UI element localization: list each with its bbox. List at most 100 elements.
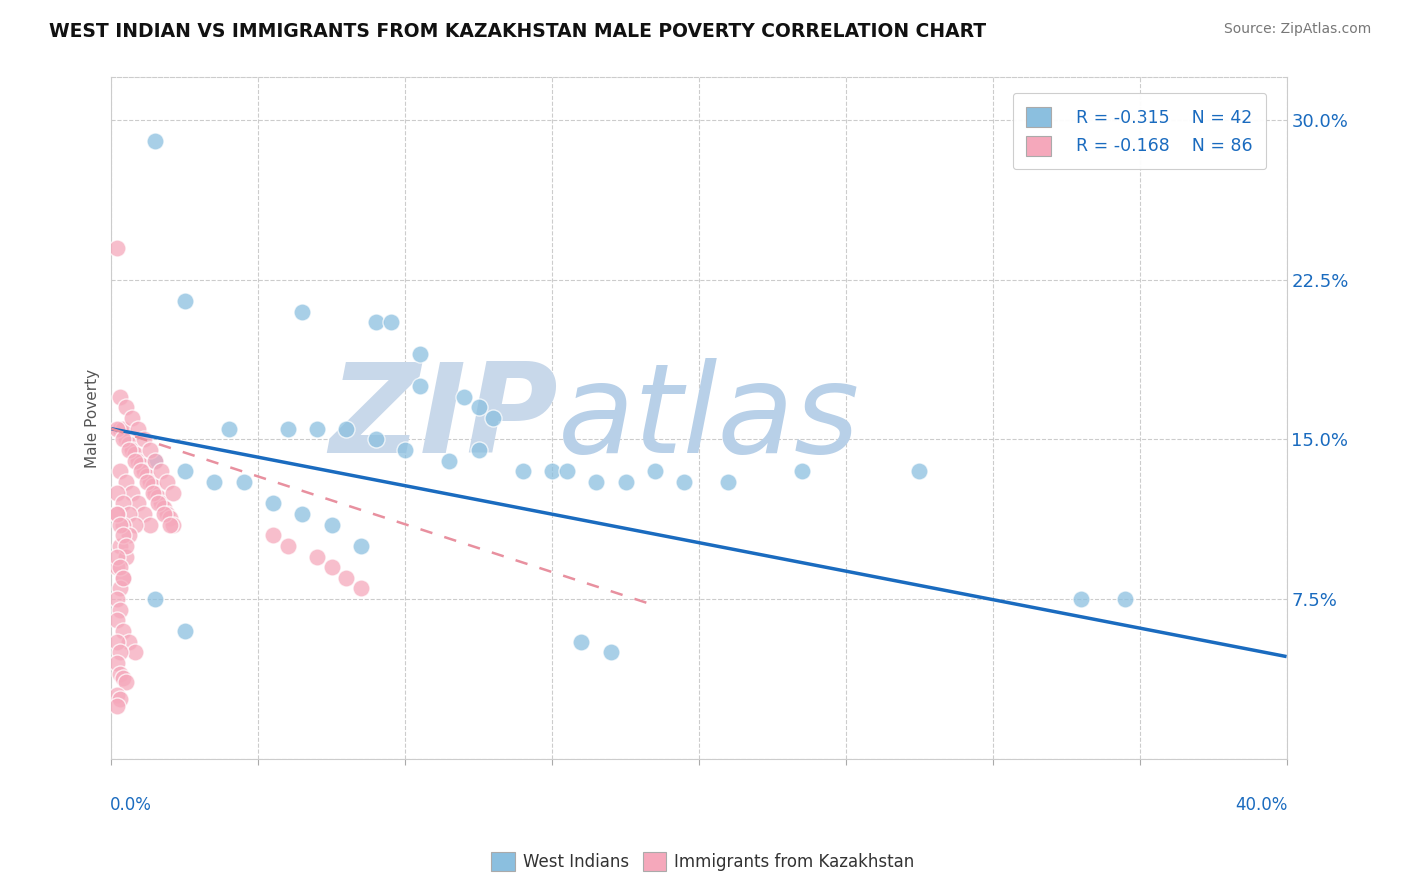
- Text: ZIP: ZIP: [329, 358, 558, 479]
- Point: [118, 507, 141, 521]
- Point: [110, 539, 132, 553]
- Point: [115, 539, 138, 553]
- Point: [112, 671, 135, 685]
- Point: [105, 549, 128, 564]
- Point: [335, 571, 357, 585]
- Point: [112, 433, 135, 447]
- Point: [148, 490, 170, 504]
- Point: [105, 507, 128, 521]
- Point: [132, 433, 155, 447]
- Point: [173, 293, 195, 308]
- Point: [173, 464, 195, 478]
- Point: [585, 475, 607, 489]
- Point: [105, 656, 128, 670]
- Point: [156, 475, 179, 489]
- Point: [380, 315, 402, 329]
- Point: [110, 422, 132, 436]
- Point: [541, 464, 564, 478]
- Point: [467, 443, 489, 458]
- Point: [110, 517, 132, 532]
- Point: [277, 539, 299, 553]
- Point: [173, 624, 195, 638]
- Point: [364, 433, 387, 447]
- Point: [145, 485, 167, 500]
- Text: WEST INDIAN VS IMMIGRANTS FROM KAZAKHSTAN MALE POVERTY CORRELATION CHART: WEST INDIAN VS IMMIGRANTS FROM KAZAKHSTA…: [49, 22, 987, 41]
- Point: [105, 613, 128, 627]
- Point: [121, 443, 143, 458]
- Point: [115, 475, 138, 489]
- Point: [110, 560, 132, 574]
- Point: [112, 496, 135, 510]
- Text: atlas: atlas: [558, 358, 860, 479]
- Point: [512, 464, 534, 478]
- Point: [145, 134, 167, 148]
- Point: [105, 241, 128, 255]
- Point: [159, 511, 181, 525]
- Point: [159, 517, 181, 532]
- Point: [908, 464, 931, 478]
- Point: [321, 517, 343, 532]
- Point: [291, 507, 314, 521]
- Point: [439, 453, 461, 467]
- Point: [118, 634, 141, 648]
- Point: [135, 468, 157, 483]
- Point: [1070, 592, 1092, 607]
- Point: [110, 464, 132, 478]
- Point: [118, 528, 141, 542]
- Point: [118, 436, 141, 450]
- Point: [112, 528, 135, 542]
- Point: [112, 517, 135, 532]
- Point: [105, 634, 128, 648]
- Point: [127, 496, 149, 510]
- Point: [145, 453, 167, 467]
- Point: [105, 698, 128, 713]
- Point: [115, 675, 138, 690]
- Point: [555, 464, 578, 478]
- Point: [129, 458, 152, 472]
- Point: [141, 479, 163, 493]
- Point: [291, 304, 314, 318]
- Point: [112, 571, 135, 585]
- Point: [350, 582, 373, 596]
- Point: [153, 507, 176, 521]
- Text: 40.0%: 40.0%: [1236, 797, 1288, 814]
- Point: [162, 485, 184, 500]
- Point: [571, 634, 593, 648]
- Point: [115, 433, 138, 447]
- Point: [115, 549, 138, 564]
- Point: [112, 422, 135, 436]
- Point: [124, 447, 146, 461]
- Point: [110, 692, 132, 706]
- Point: [467, 401, 489, 415]
- Point: [115, 401, 138, 415]
- Point: [673, 475, 696, 489]
- Point: [453, 390, 475, 404]
- Point: [156, 507, 179, 521]
- Point: [614, 475, 637, 489]
- Point: [124, 645, 146, 659]
- Point: [232, 475, 254, 489]
- Point: [110, 603, 132, 617]
- Point: [409, 379, 432, 393]
- Point: [127, 453, 149, 467]
- Point: [409, 347, 432, 361]
- Point: [364, 315, 387, 329]
- Point: [394, 443, 416, 458]
- Point: [110, 582, 132, 596]
- Point: [112, 571, 135, 585]
- Point: [118, 443, 141, 458]
- Point: [132, 507, 155, 521]
- Point: [110, 390, 132, 404]
- Point: [138, 443, 160, 458]
- Point: [132, 464, 155, 478]
- Point: [105, 592, 128, 607]
- Point: [121, 411, 143, 425]
- Point: [335, 422, 357, 436]
- Point: [148, 496, 170, 510]
- Point: [162, 517, 184, 532]
- Point: [790, 464, 813, 478]
- Point: [145, 453, 167, 467]
- Text: 0.0%: 0.0%: [110, 797, 152, 814]
- Point: [110, 645, 132, 659]
- Text: Source: ZipAtlas.com: Source: ZipAtlas.com: [1223, 22, 1371, 37]
